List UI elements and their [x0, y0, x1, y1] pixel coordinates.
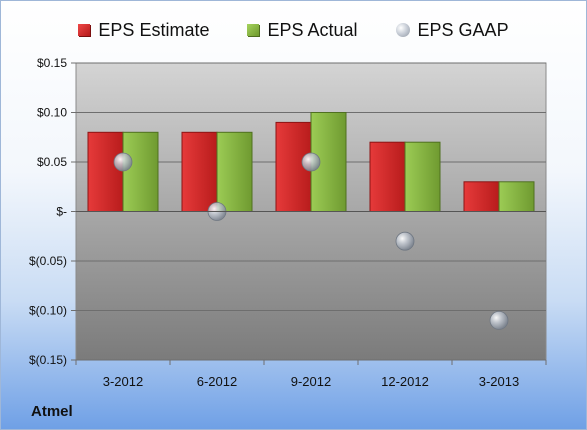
marker-eps-gaap — [301, 152, 321, 172]
legend: EPS Estimate EPS Actual EPS GAAP — [1, 17, 586, 43]
legend-label-estimate: EPS Estimate — [98, 19, 210, 40]
marker-eps-gaap — [113, 152, 133, 172]
legend-item-gaap: EPS GAAP — [395, 19, 509, 41]
y-tick-label: $0.10 — [37, 106, 67, 120]
bar-eps-estimate — [369, 141, 406, 212]
marker-eps-gaap — [489, 310, 509, 330]
bar-eps-estimate — [87, 131, 124, 212]
legend-item-estimate: EPS Estimate — [78, 20, 209, 41]
legend-swatch-estimate — [78, 24, 91, 36]
x-tick-label: 3-2012 — [103, 374, 143, 389]
bar-eps-actual — [498, 181, 535, 213]
x-tick-label: 12-2012 — [381, 374, 429, 389]
bar-eps-actual — [122, 131, 159, 212]
y-tick-label: $- — [56, 205, 67, 219]
x-tick-label: 3-2013 — [479, 374, 519, 389]
y-tick-label: $0.05 — [37, 155, 67, 169]
legend-label-actual: EPS Actual — [267, 19, 358, 40]
y-tick-label: $(0.15) — [29, 353, 67, 367]
company-name: Atmel — [31, 403, 73, 420]
bar-eps-estimate — [463, 181, 500, 213]
y-tick-label: $(0.05) — [29, 254, 67, 268]
y-tick-label: $(0.10) — [29, 304, 67, 318]
bar-eps-actual — [404, 141, 441, 212]
legend-swatch-gaap — [395, 23, 410, 37]
bar-eps-actual — [216, 131, 253, 212]
legend-swatch-actual — [247, 24, 260, 36]
x-tick-label: 6-2012 — [197, 374, 237, 389]
y-tick-label: $0.15 — [37, 56, 67, 70]
bar-eps-estimate — [181, 131, 218, 212]
legend-item-actual: EPS Actual — [247, 19, 358, 41]
legend-label-gaap: EPS GAAP — [417, 19, 509, 40]
x-tick-label: 9-2012 — [291, 374, 331, 389]
marker-eps-gaap — [395, 231, 415, 251]
